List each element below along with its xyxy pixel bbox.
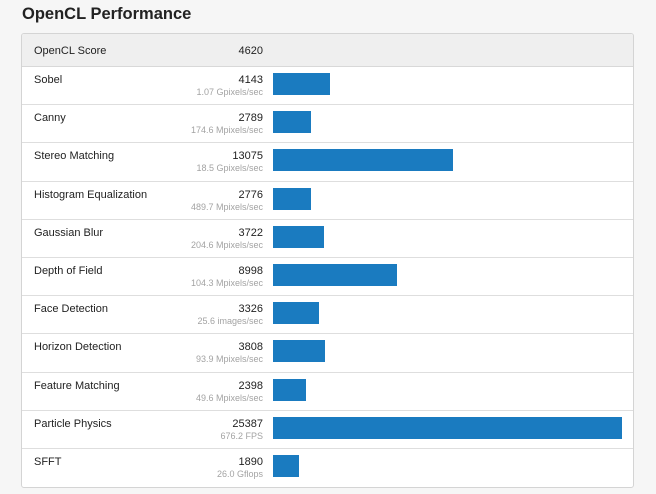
benchmark-bar xyxy=(273,225,324,248)
benchmark-row: Canny 2789 174.6 Mpixels/sec xyxy=(22,105,633,144)
benchmark-name: Particle Physics xyxy=(34,417,112,430)
benchmark-name: Depth of Field xyxy=(34,264,103,277)
benchmark-row: SFFT 1890 26.0 Gflops xyxy=(22,449,633,487)
benchmark-rate: 1.07 Gpixels/sec xyxy=(196,87,263,97)
opencl-score-row: OpenCL Score 4620 xyxy=(22,34,633,67)
benchmark-rate: 104.3 Mpixels/sec xyxy=(190,277,263,288)
benchmark-score: 2789 xyxy=(238,112,263,125)
benchmark-rate: 18.5 Gpixels/sec xyxy=(196,163,263,174)
benchmark-score: 3722 xyxy=(238,226,263,239)
benchmark-score: 1890 xyxy=(238,455,263,468)
benchmark-rate: 489.7 Mpixels/sec xyxy=(190,201,263,212)
benchmark-score: 3808 xyxy=(238,341,263,354)
benchmark-score: 3326 xyxy=(238,303,263,316)
benchmark-rate: 26.0 Gflops xyxy=(216,468,263,479)
benchmark-bar xyxy=(273,73,330,95)
benchmark-bar xyxy=(273,149,453,172)
benchmark-score: 2398 xyxy=(238,379,263,392)
benchmark-rate: 49.6 Mpixels/sec xyxy=(195,392,263,403)
benchmark-rate: 676.2 FPS xyxy=(220,430,263,441)
page-title: OpenCL Performance xyxy=(22,5,192,23)
benchmark-name: Stereo Matching xyxy=(34,150,115,163)
benchmark-list: Sobel 4143 1.07 Gpixels/sec Canny 2789 174.6 … xyxy=(22,67,633,487)
benchmark-score: 4143 xyxy=(238,74,263,86)
benchmark-rate: 204.6 Mpixels/sec xyxy=(190,239,263,250)
benchmark-name: SFFT xyxy=(34,455,62,468)
benchmark-name: Horizon Detection xyxy=(34,341,122,354)
benchmark-score: 25387 xyxy=(232,417,263,430)
benchmark-row: Depth of Field 8998 104.3 Mpixels/sec xyxy=(22,258,633,297)
benchmark-name: Face Detection xyxy=(34,303,108,316)
benchmark-name: Feature Matching xyxy=(34,379,120,392)
benchmark-row: Face Detection 3326 25.6 images/sec xyxy=(22,296,633,335)
benchmark-row: Gaussian Blur 3722 204.6 Mpixels/sec xyxy=(22,220,633,258)
benchmark-bar xyxy=(273,111,311,134)
benchmark-rate: 174.6 Mpixels/sec xyxy=(190,125,263,136)
benchmark-name: Gaussian Blur xyxy=(34,226,104,239)
benchmark-row: Stereo Matching 13075 18.5 Gpixels/sec xyxy=(22,143,633,182)
results-card: OpenCL Score 4620 Sobel 4143 1.07 Gpixels/… xyxy=(21,33,634,488)
benchmark-bar xyxy=(273,416,622,439)
benchmark-name: Canny xyxy=(34,112,66,125)
benchmark-score: 13075 xyxy=(232,150,263,163)
benchmark-bar xyxy=(273,302,319,325)
benchmark-score: 8998 xyxy=(238,264,263,277)
benchmark-bar xyxy=(273,263,397,286)
benchmark-bar xyxy=(273,454,299,477)
benchmark-rate: 93.9 Mpixels/sec xyxy=(195,354,263,365)
benchmark-row: Particle Physics 25387 676.2 FPS xyxy=(22,411,633,449)
benchmark-row: Sobel 4143 1.07 Gpixels/sec xyxy=(22,67,633,106)
benchmark-name: Histogram Equalization xyxy=(34,188,148,201)
benchmark-bar xyxy=(273,187,311,210)
benchmark-score: 2776 xyxy=(238,188,263,201)
opencl-score-value: 4620 xyxy=(238,45,263,57)
opencl-score-label: OpenCL Score xyxy=(34,45,107,57)
benchmark-row: Horizon Detection 3808 93.9 Mpixels/sec xyxy=(22,334,633,373)
benchmark-rate: 25.6 images/sec xyxy=(197,316,263,327)
benchmark-bar xyxy=(273,378,306,401)
benchmark-row: Histogram Equalization 2776 489.7 Mpixels/… xyxy=(22,182,633,220)
benchmark-row: Feature Matching 2398 49.6 Mpixels/sec xyxy=(22,373,633,411)
benchmark-bar xyxy=(273,340,325,363)
benchmark-name: Sobel xyxy=(34,74,63,86)
